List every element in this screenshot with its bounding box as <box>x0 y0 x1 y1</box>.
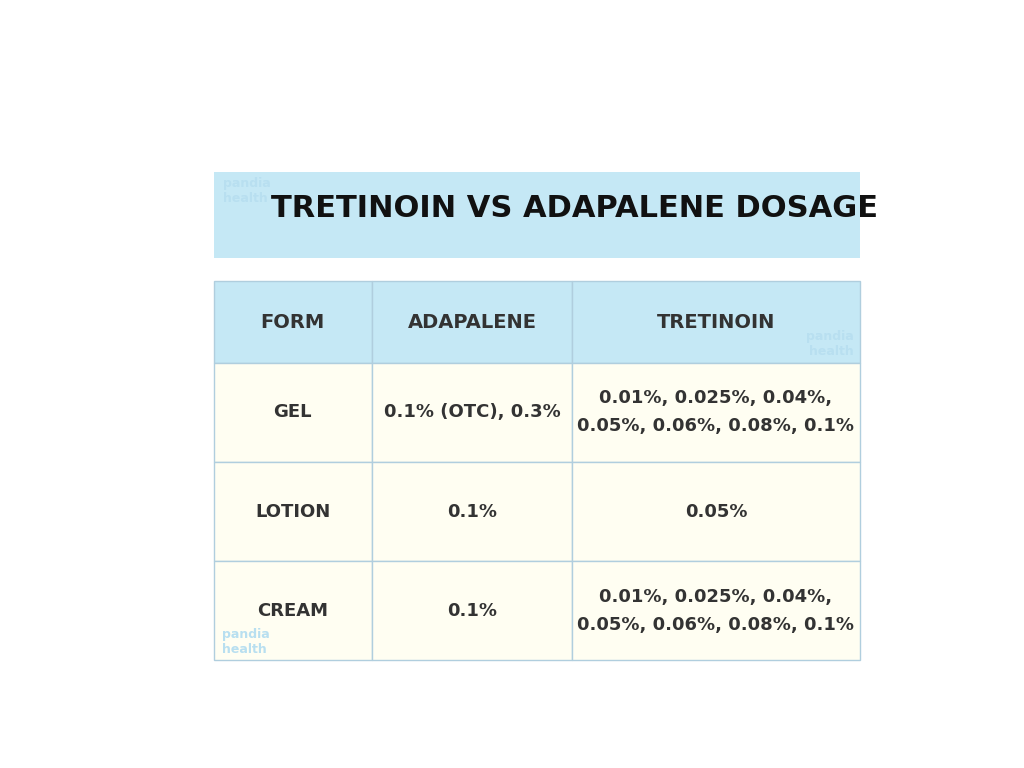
FancyBboxPatch shape <box>214 462 372 561</box>
Text: LOTION: LOTION <box>255 502 331 521</box>
Text: TRETINOIN: TRETINOIN <box>656 313 775 332</box>
Text: pandia
health: pandia health <box>806 330 853 358</box>
Text: pandia
health: pandia health <box>221 627 269 656</box>
FancyBboxPatch shape <box>372 362 572 462</box>
Text: 0.1%: 0.1% <box>447 502 497 521</box>
Text: 0.01%, 0.025%, 0.04%,
0.05%, 0.06%, 0.08%, 0.1%: 0.01%, 0.025%, 0.04%, 0.05%, 0.06%, 0.08… <box>578 588 854 634</box>
FancyBboxPatch shape <box>572 462 860 561</box>
FancyBboxPatch shape <box>372 561 572 660</box>
Text: FORM: FORM <box>261 313 325 332</box>
FancyBboxPatch shape <box>572 561 860 660</box>
FancyBboxPatch shape <box>214 172 860 258</box>
FancyBboxPatch shape <box>372 462 572 561</box>
FancyBboxPatch shape <box>214 362 372 462</box>
Text: 0.01%, 0.025%, 0.04%,
0.05%, 0.06%, 0.08%, 0.1%: 0.01%, 0.025%, 0.04%, 0.05%, 0.06%, 0.08… <box>578 389 854 435</box>
Text: CREAM: CREAM <box>257 601 329 620</box>
FancyBboxPatch shape <box>372 281 572 362</box>
Text: 0.05%: 0.05% <box>685 502 748 521</box>
FancyBboxPatch shape <box>572 362 860 462</box>
Text: pandia
health: pandia health <box>223 177 271 205</box>
Text: GEL: GEL <box>273 403 312 422</box>
FancyBboxPatch shape <box>214 281 372 362</box>
FancyBboxPatch shape <box>214 561 372 660</box>
FancyBboxPatch shape <box>572 281 860 362</box>
Text: TRETINOIN VS ADAPALENE DOSAGE: TRETINOIN VS ADAPALENE DOSAGE <box>271 194 878 223</box>
Text: ADAPALENE: ADAPALENE <box>408 313 537 332</box>
Text: 0.1% (OTC), 0.3%: 0.1% (OTC), 0.3% <box>384 403 560 422</box>
Text: 0.1%: 0.1% <box>447 601 497 620</box>
